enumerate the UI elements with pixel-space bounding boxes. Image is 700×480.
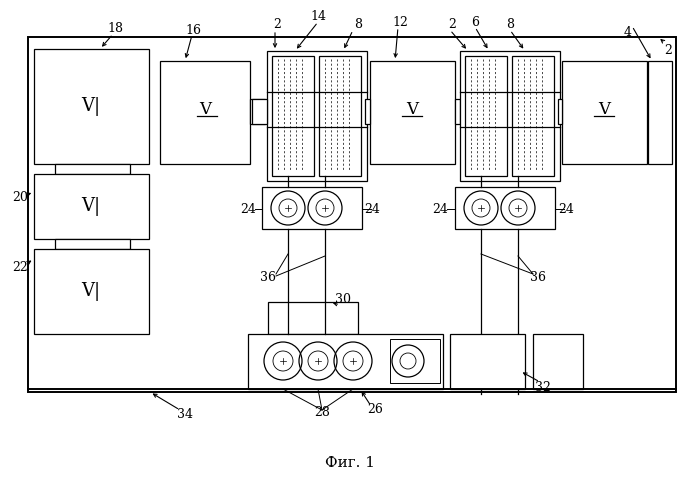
Bar	[262, 188, 362, 229]
Text: 4: 4	[624, 25, 632, 38]
Bar	[533, 334, 583, 389]
Bar	[55, 165, 130, 175]
Bar	[28, 38, 676, 392]
Bar	[160, 62, 250, 165]
Text: Фиг. 1: Фиг. 1	[325, 455, 375, 469]
Text: 2: 2	[664, 43, 672, 56]
Bar	[248, 334, 443, 389]
Bar	[512, 57, 554, 177]
Text: V|: V|	[81, 197, 101, 216]
Bar	[268, 302, 358, 334]
Text: 24: 24	[240, 203, 256, 216]
Text: 16: 16	[185, 24, 201, 36]
Bar	[34, 50, 149, 165]
Text: 24: 24	[432, 203, 448, 216]
Text: 24: 24	[558, 203, 574, 216]
Bar	[250, 100, 265, 125]
Bar	[34, 175, 149, 240]
Text: 2: 2	[273, 18, 281, 31]
Bar	[460, 52, 560, 181]
Bar	[648, 62, 672, 165]
Text: 34: 34	[177, 408, 193, 420]
Text: V: V	[199, 101, 211, 118]
Bar	[465, 57, 507, 177]
Bar	[370, 62, 455, 165]
Text: 18: 18	[107, 22, 123, 35]
Text: V|: V|	[81, 282, 101, 301]
Text: 28: 28	[314, 406, 330, 419]
Text: 26: 26	[367, 403, 383, 416]
Text: 30: 30	[335, 293, 351, 306]
Text: 2: 2	[448, 18, 456, 31]
Text: 22: 22	[12, 261, 28, 274]
Bar	[319, 57, 361, 177]
Text: V: V	[406, 101, 418, 118]
Bar	[562, 62, 647, 165]
Text: V|: V|	[81, 97, 101, 116]
Bar	[272, 57, 314, 177]
Bar	[390, 339, 440, 383]
Bar	[252, 100, 267, 125]
Bar	[34, 250, 149, 334]
Text: V: V	[598, 101, 610, 118]
Text: 12: 12	[392, 15, 408, 28]
Bar	[365, 100, 370, 125]
Bar	[558, 100, 562, 125]
Text: 36: 36	[530, 271, 546, 284]
Bar	[450, 334, 525, 389]
Text: 36: 36	[260, 271, 276, 284]
Bar	[455, 100, 460, 125]
Text: 14: 14	[310, 11, 326, 24]
Text: 32: 32	[535, 381, 551, 394]
Text: 6: 6	[471, 15, 479, 28]
Text: 20: 20	[12, 191, 28, 204]
Bar	[267, 52, 367, 181]
Text: 24: 24	[364, 203, 380, 216]
Text: 8: 8	[506, 18, 514, 31]
Bar	[455, 188, 555, 229]
Bar	[55, 240, 130, 250]
Text: 8: 8	[354, 18, 362, 31]
